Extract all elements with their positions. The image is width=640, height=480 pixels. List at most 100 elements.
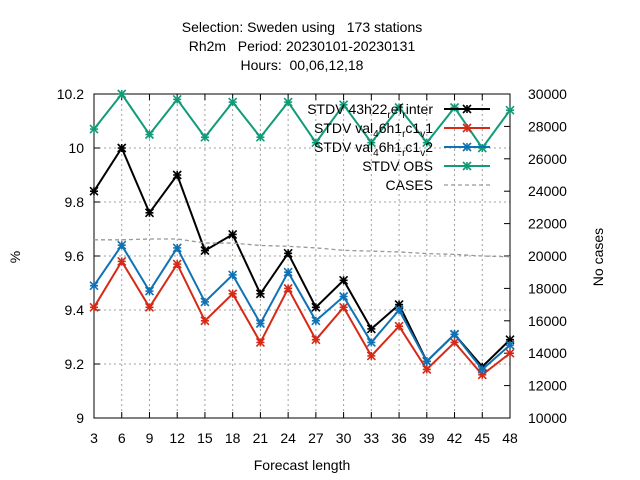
series-2	[89, 240, 515, 374]
data-point	[505, 105, 515, 115]
legend-label: STDV 43h22refrinter	[307, 101, 433, 121]
data-point	[228, 97, 238, 107]
x-tick-label: 42	[447, 430, 463, 446]
y-tick-label: 10.2	[57, 86, 84, 102]
y2-tick-label: 20000	[528, 248, 567, 264]
data-point	[422, 356, 432, 366]
data-point	[477, 364, 487, 374]
y2-axis: 10000 12000 14000 16000 18000 20000 22000 24000…	[504, 86, 567, 426]
series-line	[94, 238, 511, 258]
x-tick-label: 15	[197, 430, 213, 446]
data-point	[172, 259, 182, 269]
data-point	[255, 289, 265, 299]
series-layer	[89, 89, 515, 380]
title-line: Rh2m Period: 20230101-20230131	[189, 38, 416, 54]
data-point	[144, 129, 155, 140]
data-point	[283, 267, 293, 277]
data-point	[366, 138, 376, 148]
data-point	[422, 364, 432, 374]
y2-axis-label: No cases	[590, 228, 606, 286]
series-line	[93, 243, 511, 371]
legend-marker	[462, 123, 472, 133]
series-line	[93, 259, 511, 377]
y2-tick-label: 12000	[528, 378, 567, 394]
x-tick-label: 6	[118, 430, 126, 446]
y2-tick-label: 30000	[528, 86, 567, 102]
x-tick-label: 21	[253, 430, 269, 446]
data-point	[394, 305, 404, 315]
y-tick-label: 9.2	[65, 356, 85, 372]
data-point	[366, 351, 376, 361]
legend-label: STDV val46h1rc1v2	[314, 139, 433, 159]
data-point	[228, 229, 238, 239]
x-axis-label: Forecast length	[254, 457, 351, 473]
data-point	[89, 281, 99, 291]
x-tick-label: 27	[308, 430, 324, 446]
y-axis-label: %	[7, 251, 23, 263]
series-3	[89, 89, 515, 153]
y-tick-label: 9.4	[65, 302, 85, 318]
x-tick-label: 36	[391, 430, 407, 446]
data-point	[422, 138, 432, 148]
data-point	[255, 337, 265, 347]
legend-label: CASES	[386, 177, 433, 193]
series-4	[94, 238, 511, 258]
legend-marker	[462, 161, 472, 171]
data-point	[505, 340, 515, 350]
data-point	[311, 335, 321, 345]
data-point	[505, 348, 515, 358]
data-point	[117, 240, 127, 250]
x-tick-label: 12	[169, 430, 185, 446]
y2-tick-label: 24000	[528, 183, 567, 199]
y-tick-label: 9	[76, 410, 84, 426]
x-tick-label: 18	[225, 430, 241, 446]
y-tick-label: 10	[68, 140, 84, 156]
x-tick-label: 45	[474, 430, 490, 446]
data-point	[255, 132, 265, 142]
data-point	[144, 302, 155, 312]
data-point	[339, 275, 349, 285]
data-point	[117, 89, 127, 99]
grid	[94, 94, 510, 418]
data-point	[283, 248, 293, 258]
y2-tick-label: 10000	[528, 410, 567, 426]
data-point	[449, 329, 460, 339]
x-axis: 3 6 9 12 15 18 21 24 27 30 33 36 39 42 45 48	[90, 94, 518, 446]
data-point	[394, 102, 404, 113]
y-tick-label: 9.6	[65, 248, 85, 264]
y-axis: 9 9.2 9.4 9.6 9.8 10 10.2	[57, 86, 100, 426]
y2-tick-label: 16000	[528, 313, 567, 329]
data-point	[366, 324, 376, 334]
legend-marker	[462, 104, 472, 114]
series-1	[89, 256, 515, 380]
x-tick-label: 3	[90, 430, 98, 446]
data-point	[311, 302, 321, 312]
data-point	[144, 286, 155, 296]
x-tick-label: 30	[336, 430, 352, 446]
legend-marker	[462, 142, 472, 152]
data-point	[311, 316, 321, 326]
series-line	[93, 145, 511, 369]
x-tick-label: 39	[419, 430, 435, 446]
data-point	[228, 289, 238, 299]
legend-label: STDV OBS	[362, 158, 433, 174]
data-point	[117, 143, 127, 153]
plot-frame	[93, 93, 511, 419]
title-line: Selection: Sweden using 173 stations	[182, 19, 423, 35]
data-point	[255, 318, 265, 329]
data-point	[200, 297, 210, 307]
data-point	[283, 283, 293, 293]
data-point	[311, 138, 321, 148]
data-point	[449, 337, 460, 347]
x-tick-label: 24	[280, 430, 296, 446]
data-point	[200, 246, 210, 256]
data-point	[339, 100, 349, 110]
data-point	[200, 132, 210, 142]
legend-label: STDV val46h1rc1v1	[314, 120, 433, 140]
chart-title: Selection: Sweden using 173 stations Rh2m…	[182, 19, 423, 73]
data-point	[283, 97, 293, 107]
data-point	[89, 186, 99, 196]
y2-tick-label: 18000	[528, 280, 567, 296]
y2-tick-label: 22000	[528, 216, 567, 232]
